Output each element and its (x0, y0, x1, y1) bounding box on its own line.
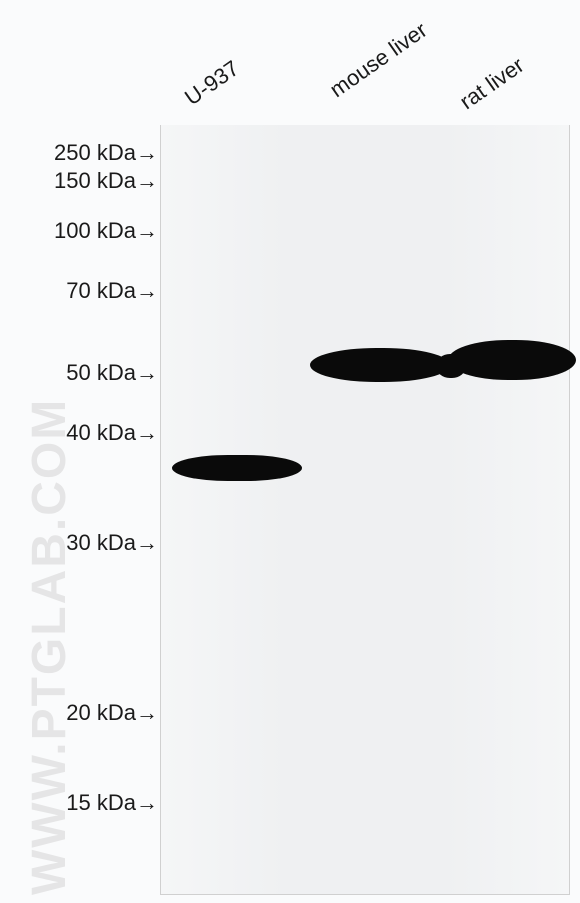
band-mouse-liver-50kda (310, 348, 450, 382)
mw-marker-50: 50 kDa→ (66, 360, 158, 386)
lane-label-mouse-liver: mouse liver (325, 17, 432, 103)
band-rat-liver-50kda (448, 340, 576, 380)
band-u937-36kda (172, 455, 302, 481)
mw-marker-15: 15 kDa→ (66, 790, 158, 816)
mw-marker-150: 150 kDa→ (54, 168, 158, 194)
mw-marker-100: 100 kDa→ (54, 218, 158, 244)
lane-label-u937: U-937 (180, 55, 244, 111)
mw-marker-250: 250 kDa→ (54, 140, 158, 166)
blot-shading (161, 125, 569, 894)
band-bridge-50kda (436, 354, 466, 378)
mw-marker-70: 70 kDa→ (66, 278, 158, 304)
mw-marker-40: 40 kDa→ (66, 420, 158, 446)
western-blot-figure: { "figure": { "type": "western-blot", "w… (0, 0, 580, 903)
blot-membrane (160, 125, 570, 895)
mw-marker-20: 20 kDa→ (66, 700, 158, 726)
lane-label-rat-liver: rat liver (455, 52, 529, 115)
mw-marker-30: 30 kDa→ (66, 530, 158, 556)
